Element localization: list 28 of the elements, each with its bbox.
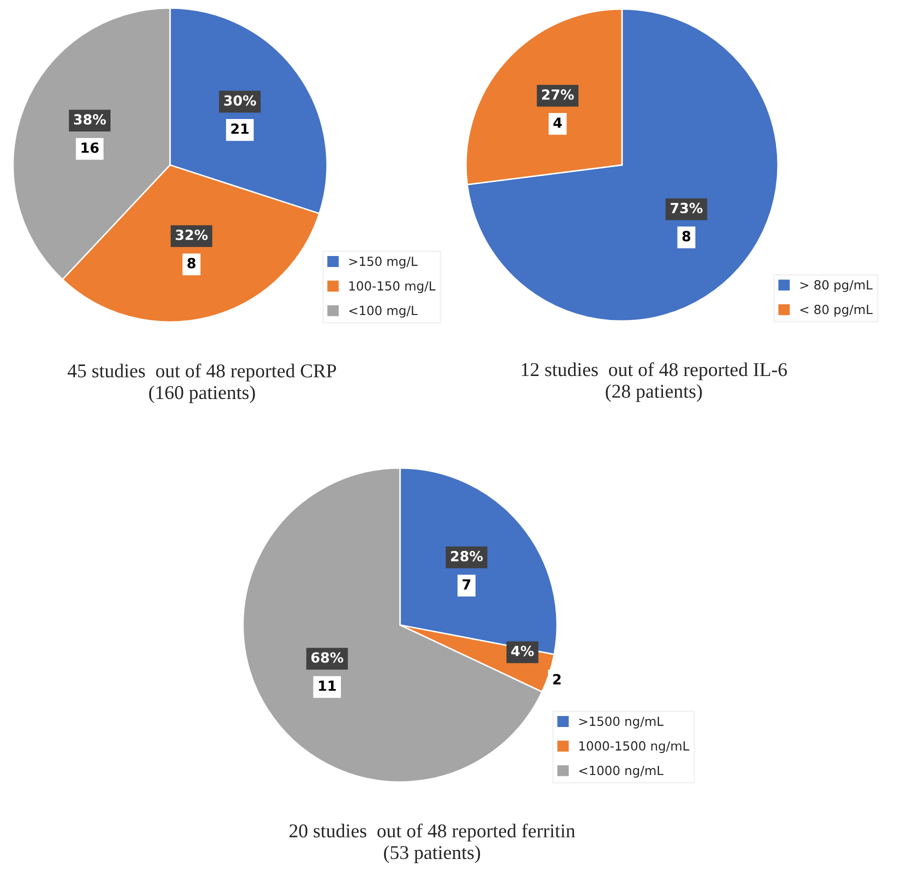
text: 8 bbox=[682, 230, 690, 242]
legend-label: > 80 pg/mL bbox=[800, 280, 873, 292]
text: 8 bbox=[187, 258, 196, 268]
legend-label: >150 mg/L bbox=[349, 256, 418, 268]
data-label: 73% bbox=[670, 202, 703, 214]
text: 2 bbox=[553, 674, 561, 684]
data-label: 38% bbox=[74, 114, 106, 125]
legend-label: >1500 ng/mL bbox=[579, 716, 664, 728]
data-label: 4% bbox=[511, 646, 534, 656]
text: 4 bbox=[553, 118, 562, 128]
text: 21 bbox=[231, 123, 249, 134]
data-label: 27% bbox=[542, 89, 574, 100]
legend-label: 1000-1500 ng/mL bbox=[579, 741, 690, 754]
legend-label: < 80 pg/mL bbox=[800, 304, 873, 317]
data-label: 30% bbox=[224, 95, 256, 106]
pie-slice bbox=[466, 8, 779, 322]
text: 7 bbox=[462, 579, 470, 590]
data-label: 68% bbox=[311, 652, 344, 663]
legend-label: 100-150 mg/L bbox=[349, 281, 436, 294]
data-label: 32% bbox=[176, 230, 208, 240]
text: 20 studies out of 48 reported ferritin (53 patients) bbox=[290, 824, 576, 864]
text: 12 studies out of 48 reported IL-6 (28 patients) bbox=[522, 362, 787, 402]
data-label: 28% bbox=[451, 550, 483, 562]
legend-label: <1000 ng/mL bbox=[579, 766, 664, 778]
text: 16 bbox=[82, 142, 99, 153]
text: 45 studies out of 48 reported CRP (160 patients) bbox=[68, 364, 336, 404]
legend-label: <100 mg/L bbox=[349, 306, 418, 318]
text: 11 bbox=[318, 680, 336, 691]
